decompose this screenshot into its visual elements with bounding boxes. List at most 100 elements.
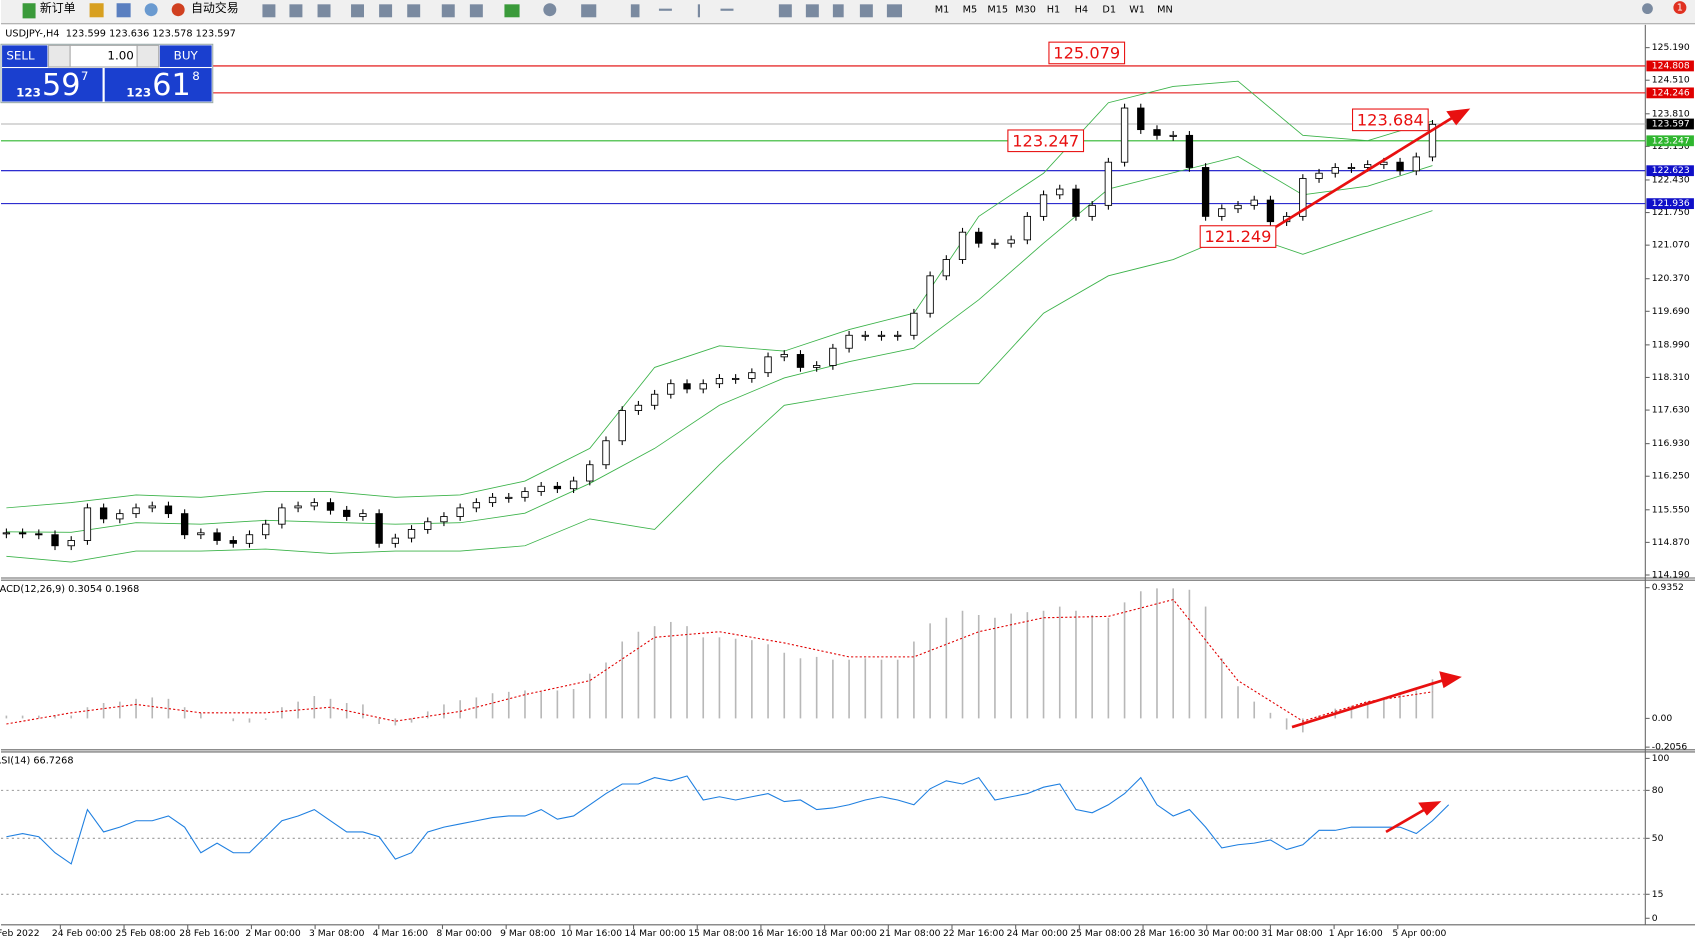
candle bbox=[1088, 204, 1096, 217]
candle bbox=[1331, 167, 1339, 174]
toolbar-icon[interactable] bbox=[805, 4, 819, 18]
toolbar-icon[interactable] bbox=[720, 8, 734, 11]
candle bbox=[262, 523, 270, 536]
lot-up[interactable] bbox=[136, 44, 160, 68]
toolbar-icon[interactable] bbox=[630, 4, 640, 18]
new-order-button[interactable]: 新订单 bbox=[40, 1, 76, 15]
candle bbox=[294, 505, 302, 509]
x-tick-label: 31 Mar 08:00 bbox=[1261, 928, 1322, 939]
candle bbox=[67, 540, 75, 547]
bid-big: 123 bbox=[16, 85, 41, 99]
x-tick-label: 15 Mar 08:00 bbox=[688, 928, 749, 939]
candle bbox=[245, 534, 254, 544]
candle bbox=[132, 507, 140, 515]
toolbar-icon[interactable] bbox=[504, 4, 520, 18]
toolbar-icon[interactable] bbox=[697, 4, 700, 18]
toolbar-icon[interactable] bbox=[543, 3, 557, 17]
auto-trading-icon[interactable] bbox=[171, 3, 185, 17]
timeframe-button[interactable]: W1 bbox=[1129, 5, 1145, 16]
ask-big: 123 bbox=[126, 85, 151, 99]
level-label-bg bbox=[1646, 198, 1694, 210]
timeframe-button[interactable]: M15 bbox=[987, 5, 1008, 16]
bid-small: 7 bbox=[81, 69, 89, 83]
alert-badge[interactable] bbox=[1673, 1, 1687, 15]
level-label: 122.623 bbox=[1652, 165, 1690, 176]
toolbar-icon[interactable] bbox=[379, 4, 393, 18]
toolbar-icon[interactable] bbox=[581, 4, 597, 18]
candle bbox=[1412, 156, 1420, 172]
candle bbox=[1218, 208, 1226, 217]
x-tick-label: 22 Mar 16:00 bbox=[943, 928, 1004, 939]
bid-box[interactable] bbox=[2, 68, 103, 102]
price-annotation: 121.249 bbox=[1205, 227, 1272, 246]
price-pane bbox=[0, 24, 1646, 578]
level-label-bg bbox=[1646, 118, 1694, 130]
candle bbox=[51, 534, 59, 547]
toolbar-icon[interactable] bbox=[778, 4, 792, 18]
y-tick-label: 120.370 bbox=[1652, 273, 1690, 284]
candle bbox=[1299, 178, 1307, 217]
x-tick-label: 18 Mar 00:00 bbox=[816, 928, 877, 939]
x-tick-label: Feb 2022 bbox=[0, 928, 40, 939]
alert-count: 1 bbox=[1677, 3, 1683, 14]
timeframe-button[interactable]: M5 bbox=[963, 5, 978, 16]
toolbar-icon[interactable] bbox=[469, 4, 483, 18]
toolbar-icon[interactable] bbox=[144, 3, 158, 17]
y-tick-label: 123.130 bbox=[1652, 141, 1690, 152]
timeframe-button[interactable]: M1 bbox=[935, 5, 950, 16]
x-tick-label: 28 Feb 16:00 bbox=[179, 928, 239, 939]
candle bbox=[99, 507, 108, 520]
search-icon[interactable] bbox=[1642, 3, 1653, 15]
x-tick-label: 25 Mar 08:00 bbox=[1070, 928, 1131, 939]
timeframe-button[interactable]: H1 bbox=[1047, 5, 1061, 16]
candle bbox=[375, 513, 383, 544]
toolbar-icon[interactable] bbox=[832, 4, 844, 18]
candle bbox=[148, 505, 156, 509]
toolbar-icon[interactable] bbox=[859, 4, 873, 18]
price-annotation: 125.079 bbox=[1053, 44, 1120, 63]
candle bbox=[197, 532, 205, 536]
toolbar-icon[interactable] bbox=[886, 4, 903, 18]
toolbar-icon[interactable] bbox=[407, 4, 421, 18]
toolbar-icon[interactable] bbox=[89, 3, 104, 18]
toolbar-icon[interactable] bbox=[289, 4, 303, 18]
timeframe-button[interactable]: M30 bbox=[1015, 5, 1036, 16]
timeframe-button[interactable]: MN bbox=[1157, 5, 1173, 16]
toolbar-icon[interactable] bbox=[317, 4, 331, 18]
level-label-bg bbox=[1646, 60, 1694, 72]
y-tick-label: 122.430 bbox=[1652, 174, 1690, 185]
ask-main: 61 bbox=[152, 68, 191, 103]
candle bbox=[877, 334, 886, 337]
candle bbox=[1056, 188, 1064, 196]
y-tick-label: 114.190 bbox=[1652, 569, 1690, 580]
sell-button[interactable] bbox=[2, 45, 48, 67]
candle bbox=[229, 540, 237, 544]
toolbar-icon[interactable] bbox=[658, 8, 672, 11]
toolbar-icon[interactable] bbox=[351, 4, 364, 18]
new-order-icon[interactable] bbox=[22, 3, 36, 19]
ask-box[interactable] bbox=[104, 68, 212, 102]
timeframe-button[interactable]: H4 bbox=[1075, 5, 1089, 16]
candle bbox=[845, 334, 853, 349]
lot-value: 1.00 bbox=[107, 49, 133, 63]
candle bbox=[1023, 215, 1032, 241]
candle bbox=[748, 372, 756, 379]
toolbar-icon[interactable] bbox=[116, 3, 131, 18]
buy-button[interactable] bbox=[159, 45, 212, 67]
lot-down[interactable] bbox=[47, 44, 71, 68]
toolbar-icon[interactable] bbox=[262, 4, 276, 18]
auto-trading-button[interactable]: 自动交易 bbox=[191, 1, 239, 15]
y-tick-label: -0.2056 bbox=[1652, 742, 1688, 753]
y-tick-label: 0 bbox=[1652, 913, 1658, 924]
y-tick-label: 15 bbox=[1652, 889, 1664, 900]
candle bbox=[731, 377, 740, 380]
candle bbox=[1363, 164, 1372, 168]
timeframe-button[interactable]: D1 bbox=[1102, 5, 1116, 16]
trend-arrow bbox=[1275, 115, 1455, 229]
x-tick-label: 14 Mar 00:00 bbox=[625, 928, 686, 939]
x-tick-label: 9 Mar 08:00 bbox=[500, 928, 556, 939]
ask-small: 8 bbox=[192, 69, 200, 83]
x-tick-label: 1 Apr 16:00 bbox=[1329, 928, 1383, 939]
toolbar-icon[interactable] bbox=[441, 4, 455, 18]
candle bbox=[116, 513, 124, 520]
